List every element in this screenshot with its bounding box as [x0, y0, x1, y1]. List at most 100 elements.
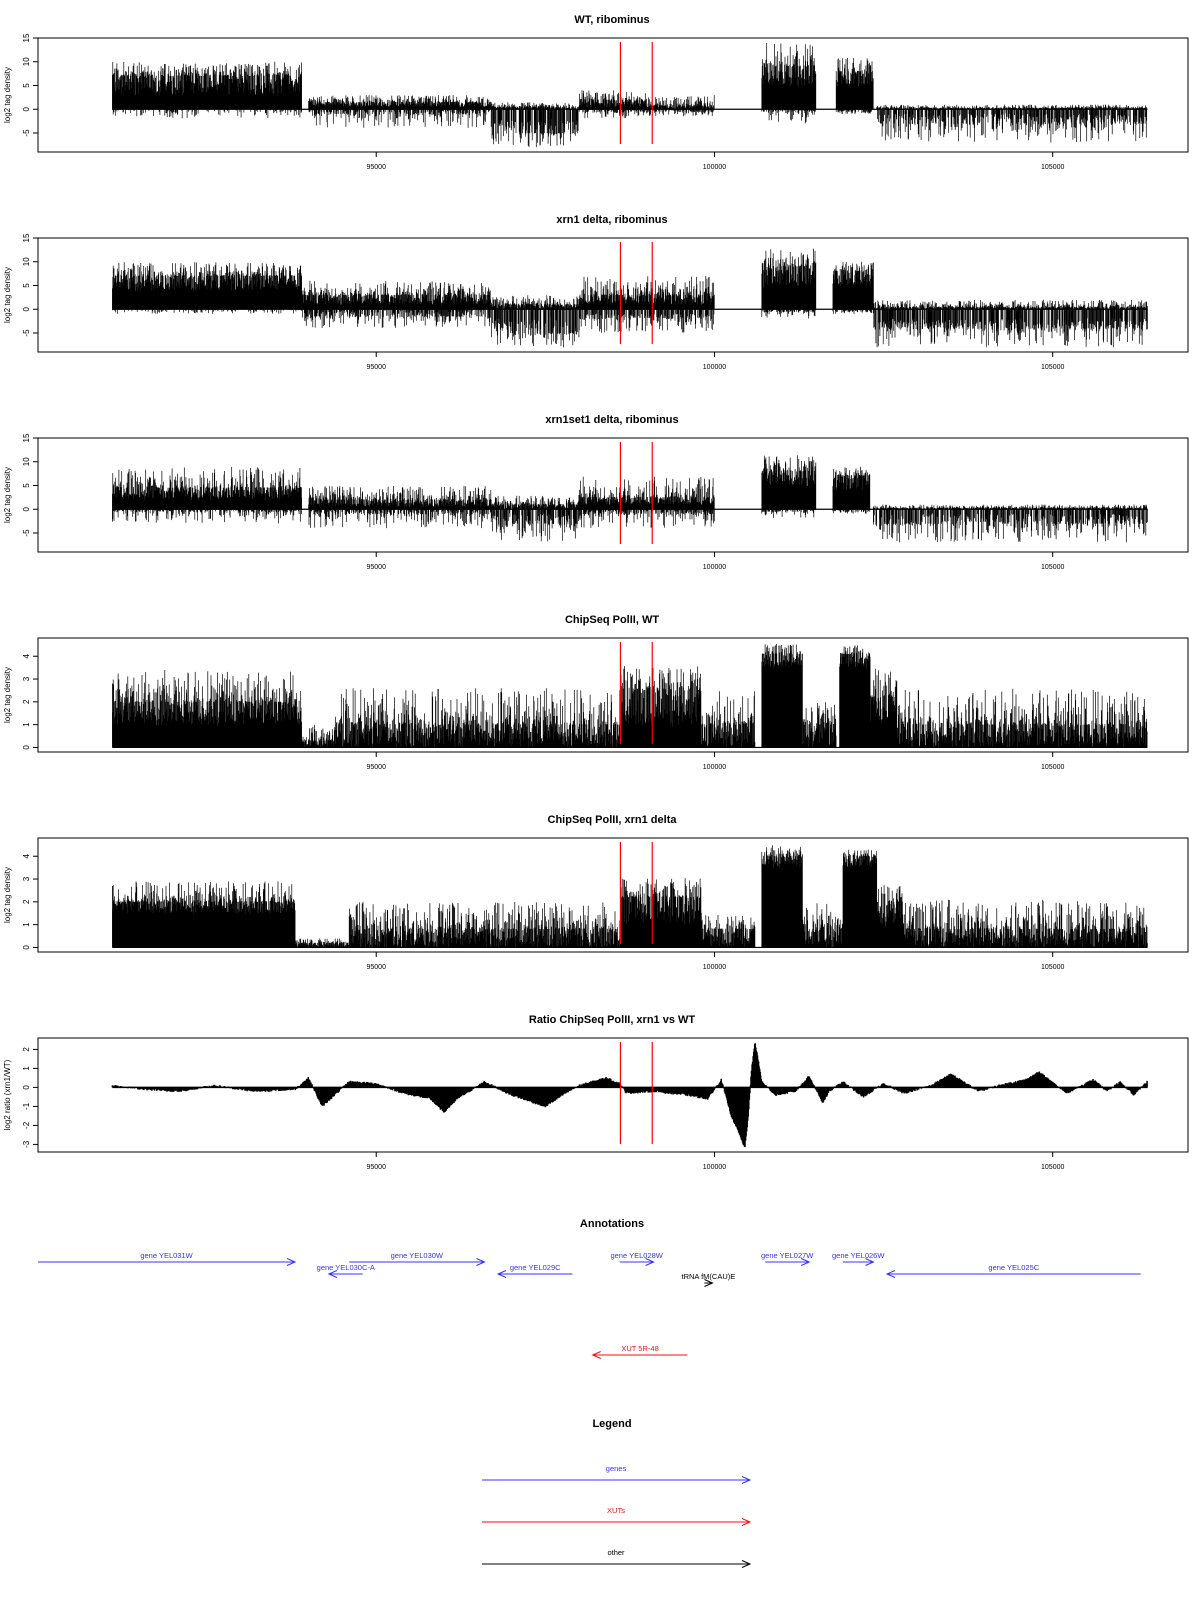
y-tick-label: -2 [22, 1121, 31, 1129]
y-tick-label: 0 [22, 745, 31, 750]
arrow-head-icon [865, 1258, 875, 1266]
x-tick-label: 95000 [367, 164, 387, 171]
legend-item-xut: XUTs [482, 1506, 752, 1526]
track-title: ChipSeq PolII, xrn1 delta [548, 814, 678, 826]
plot-frame [37, 37, 1189, 153]
y-tick-label: 1 [22, 922, 31, 927]
y-axis-label: log2 tag density [3, 67, 12, 123]
y-axis-label: log2 ratio (xrn1/WT) [3, 1059, 12, 1130]
arrow-head-icon [286, 1258, 297, 1266]
feature-label: gene YEL026W [832, 1251, 885, 1260]
feature-label: gene YEL025C [988, 1263, 1039, 1272]
annotation-xut: XUT 5R-48 [591, 1344, 688, 1359]
track-panel-3: xrn1set1 delta, ribominus log2 tag densit… [3, 414, 1189, 571]
signal-bars [112, 43, 1148, 148]
x-tick-label: 100000 [703, 764, 726, 771]
track-panel-1: WT, ribominus log2 tag density -5 0 5 10 15 950… [3, 14, 1189, 171]
y-axis: -3 -2 -1 0 1 2 [22, 1047, 38, 1148]
y-tick-label: 15 [22, 33, 31, 42]
x-axis: 95000 100000 105000 [367, 1152, 1064, 1171]
y-tick-label: 5 [22, 483, 31, 488]
signal-path [112, 643, 1148, 748]
y-tick-label: 5 [22, 283, 31, 288]
y-axis-label: log2 tag density [3, 667, 12, 723]
y-axis-label: log2 tag density [3, 267, 12, 323]
y-tick-label: -5 [22, 329, 31, 337]
track-title: xrn1set1 delta, ribominus [545, 414, 678, 426]
y-tick-label: -3 [22, 1140, 31, 1148]
legend-label: XUTs [607, 1506, 625, 1515]
x-axis: 95000 100000 105000 [367, 752, 1064, 771]
track-panel-5: ChipSeq PolII, xrn1 delta log2 tag densit… [3, 814, 1189, 971]
arrow-head-icon [741, 1560, 752, 1568]
signal-path [112, 248, 1148, 348]
arrow-head-icon [327, 1270, 338, 1278]
track-panel-6: Ratio ChipSeq PolII, xrn1 vs WT log2 rati… [3, 1014, 1189, 1171]
x-tick-label: 100000 [703, 364, 726, 371]
x-tick-label: 105000 [1041, 764, 1064, 771]
legend-item-other: other [482, 1548, 752, 1568]
legend-items: genes XUTs other [482, 1464, 752, 1568]
y-tick-label: 0 [22, 306, 31, 311]
annotation-gene: gene YEL025C [885, 1263, 1141, 1278]
y-tick-label: 10 [22, 257, 31, 266]
feature-label: tRNA fM(CAU)E [681, 1272, 735, 1281]
y-tick-label: 2 [22, 899, 31, 904]
annotation-gene: gene YEL030C-A [317, 1263, 375, 1278]
x-tick-label: 105000 [1041, 364, 1064, 371]
y-tick-label: -1 [22, 1102, 31, 1110]
x-axis: 95000 100000 105000 [367, 152, 1064, 171]
x-tick-label: 105000 [1041, 164, 1064, 171]
y-axis: 0 1 2 3 4 [22, 653, 38, 750]
y-tick-label: 0 [22, 945, 31, 950]
legend-title: Legend [592, 1418, 631, 1430]
x-tick-label: 105000 [1041, 964, 1064, 971]
feature-label: XUT 5R-48 [621, 1344, 658, 1353]
feature-label: gene YEL029C [510, 1263, 561, 1272]
plot-frame [37, 437, 1189, 553]
x-tick-label: 95000 [367, 764, 387, 771]
annotation-gene: gene YEL027W [761, 1251, 814, 1266]
legend-label: other [607, 1548, 625, 1557]
y-tick-label: 3 [22, 876, 31, 881]
y-axis: -5 0 5 10 15 [22, 233, 38, 337]
y-tick-label: 0 [22, 506, 31, 511]
x-axis: 95000 100000 105000 [367, 952, 1064, 971]
y-axis: -5 0 5 10 15 [22, 433, 38, 537]
annotation-gene: gene YEL026W [832, 1251, 885, 1266]
feature-label: gene YEL028W [610, 1251, 663, 1260]
arrow-head-icon [645, 1258, 655, 1266]
y-tick-label: 15 [22, 233, 31, 242]
y-tick-label: 0 [22, 106, 31, 111]
arrow-head-icon [885, 1270, 896, 1278]
x-tick-label: 100000 [703, 164, 726, 171]
track-title: ChipSeq PolII, WT [565, 614, 659, 626]
x-tick-label: 100000 [703, 964, 726, 971]
plot-frame [37, 637, 1189, 753]
y-tick-label: 2 [22, 699, 31, 704]
plot-frame [37, 237, 1189, 353]
signal-bars [111, 1043, 1148, 1148]
legend-label: genes [606, 1464, 627, 1473]
y-tick-label: 5 [22, 83, 31, 88]
signal-path [112, 845, 1148, 948]
signal-bars [112, 455, 1148, 543]
y-tick-label: 10 [22, 457, 31, 466]
arrow-head-icon [800, 1258, 811, 1266]
y-tick-label: 2 [22, 1047, 31, 1052]
track-title: Ratio ChipSeq PolII, xrn1 vs WT [529, 1014, 696, 1026]
x-tick-label: 105000 [1041, 564, 1064, 571]
feature-label: gene YEL027W [761, 1251, 814, 1260]
track-panel-4: ChipSeq PolII, WT log2 tag density 0 1 2 3 4 95… [3, 614, 1189, 771]
x-tick-label: 100000 [703, 1164, 726, 1171]
feature-label: gene YEL030C-A [317, 1263, 375, 1272]
feature-label: gene YEL031W [140, 1251, 193, 1260]
x-tick-label: 105000 [1041, 1164, 1064, 1171]
annotation-gene: gene YEL031W [38, 1251, 297, 1266]
y-tick-label: 1 [22, 722, 31, 727]
annotation-other: tRNA fM(CAU)E [681, 1272, 735, 1287]
arrow-head-icon [741, 1518, 752, 1526]
y-tick-label: 3 [22, 676, 31, 681]
plot-frame [37, 1037, 1189, 1153]
